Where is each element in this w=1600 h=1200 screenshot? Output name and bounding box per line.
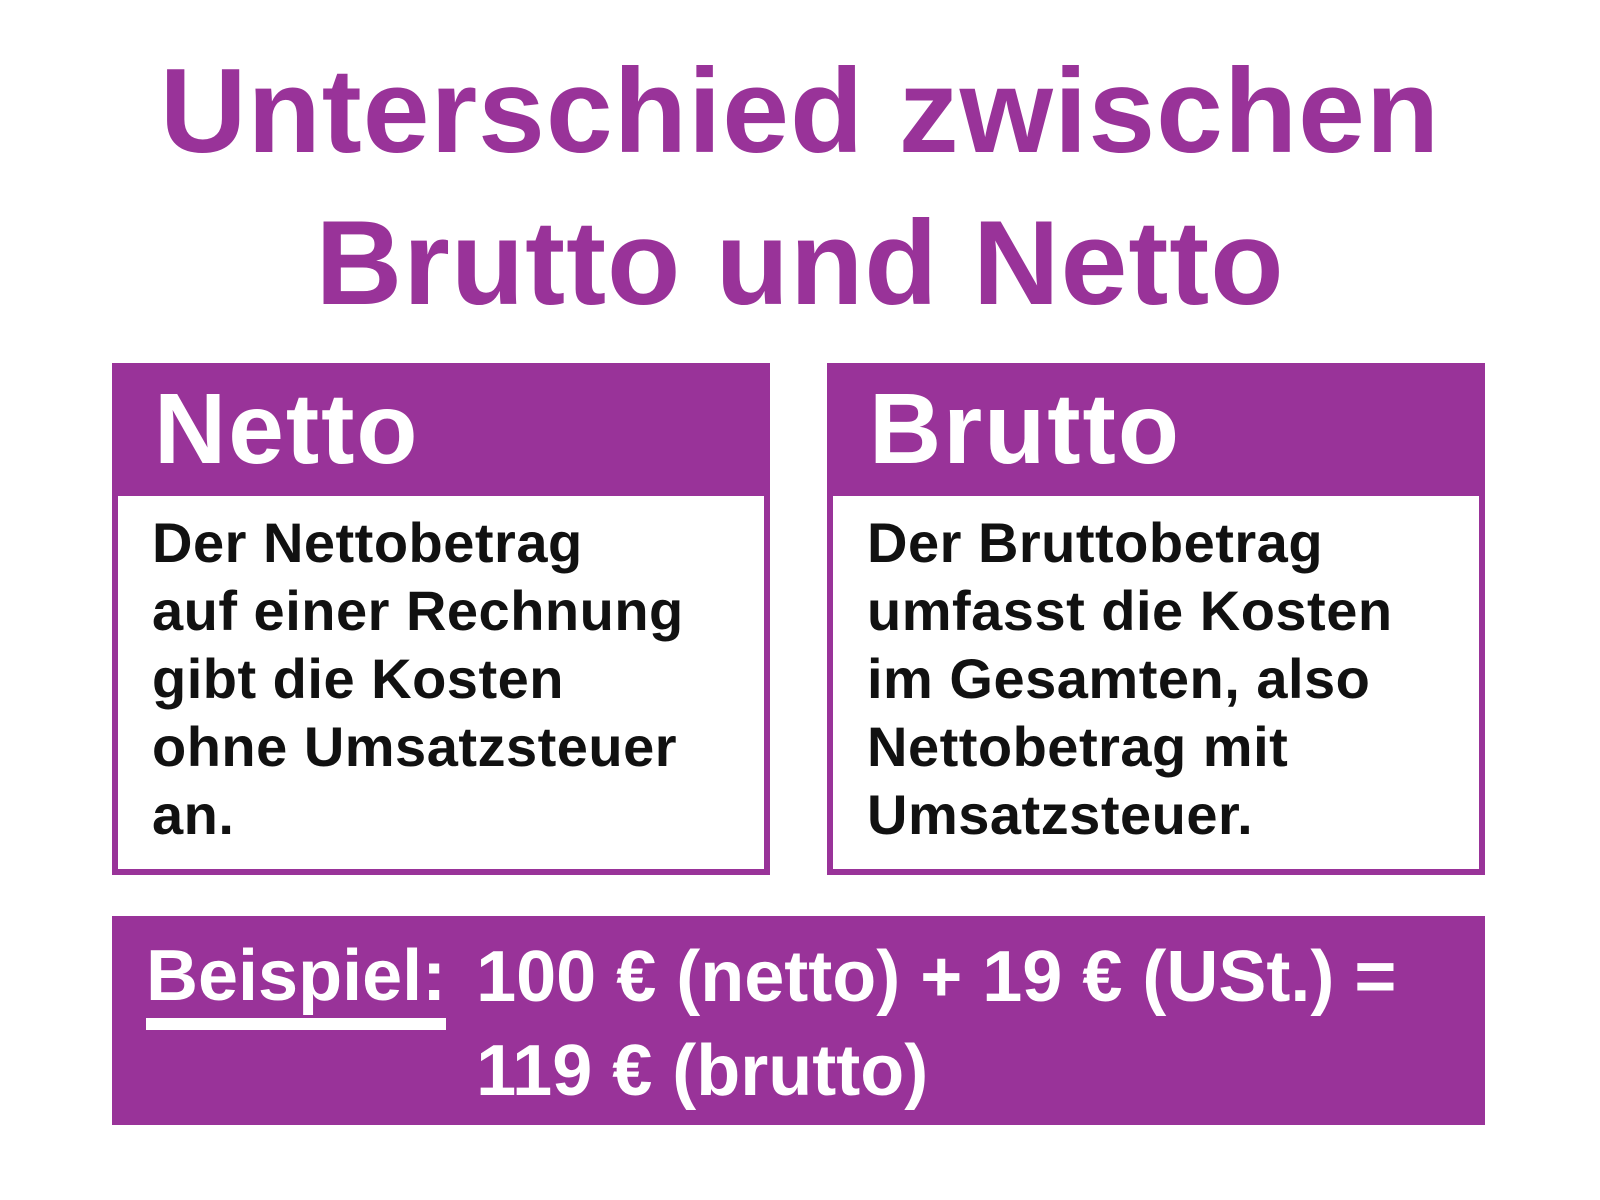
netto-card-header: Netto [112,363,770,496]
netto-card-heading: Netto [154,373,420,485]
page-title: Unterschied zwischen Brutto und Netto [159,44,1441,330]
netto-card-definition: Der Nettobetrag auf einer Rechnung gibt … [112,496,770,875]
example-label: Beispiel: [146,936,447,1030]
brutto-card: Brutto Der Bruttobetrag umfasst die Kost… [827,363,1485,875]
example-banner: Beispiel: 100 € (netto) + 19 € (USt.) = … [112,916,1485,1125]
example-calculation: 100 € (netto) + 19 € (USt.) = 119 € (bru… [476,937,1397,1111]
definition-cards-row: Netto Der Nettobetrag auf einer Rechnung… [112,363,1485,875]
brutto-card-header: Brutto [827,363,1485,496]
brutto-card-definition: Der Bruttobetrag umfasst die Kosten im G… [827,496,1485,875]
netto-card: Netto Der Nettobetrag auf einer Rechnung… [112,363,770,875]
brutto-card-heading: Brutto [869,373,1181,485]
